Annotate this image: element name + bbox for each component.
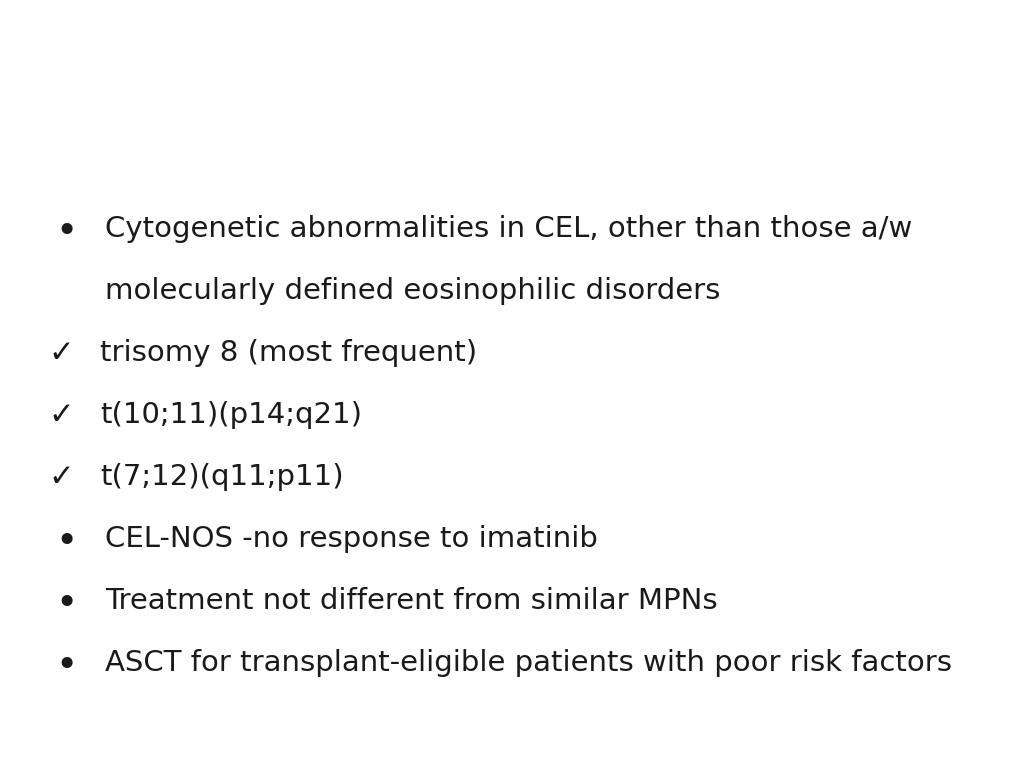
Text: t(7;12)(q11;p11): t(7;12)(q11;p11): [100, 463, 344, 491]
Text: Treatment not different from similar MPNs: Treatment not different from similar MPN…: [105, 587, 718, 615]
Text: ✓: ✓: [48, 339, 74, 368]
Text: t(10;11)(p14;q21): t(10;11)(p14;q21): [100, 401, 362, 429]
Text: ✓: ✓: [48, 463, 74, 492]
Text: •: •: [55, 525, 77, 561]
Text: ASCT for transplant-eligible patients with poor risk factors: ASCT for transplant-eligible patients wi…: [105, 649, 952, 677]
Text: •: •: [55, 215, 77, 251]
Text: Cytogenetic abnormalities in CEL, other than those a/w: Cytogenetic abnormalities in CEL, other …: [105, 215, 912, 243]
Text: CEL-NOS -no response to imatinib: CEL-NOS -no response to imatinib: [105, 525, 598, 553]
Text: ✓: ✓: [48, 401, 74, 430]
Text: molecularly defined eosinophilic disorders: molecularly defined eosinophilic disorde…: [105, 277, 720, 305]
Text: •: •: [55, 587, 77, 623]
Text: •: •: [55, 649, 77, 685]
Text: trisomy 8 (most frequent): trisomy 8 (most frequent): [100, 339, 477, 367]
